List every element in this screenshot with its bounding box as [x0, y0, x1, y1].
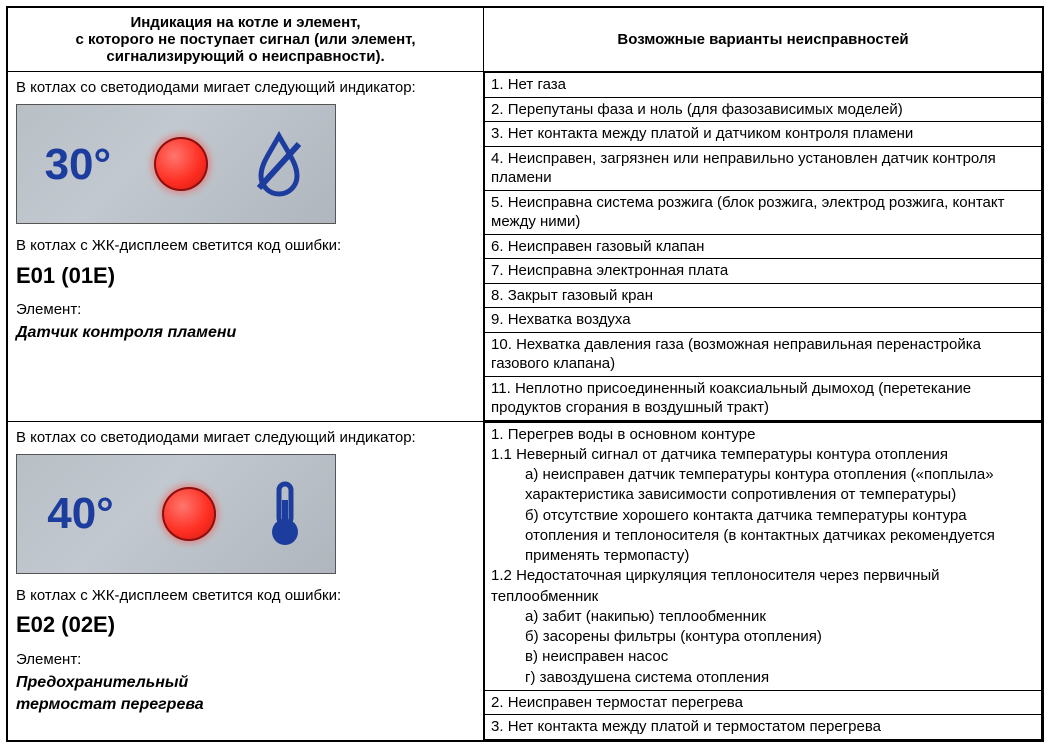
- fault-item: 3. Нет контакта между платой и термостат…: [485, 715, 1042, 740]
- indication-cell: В котлах со светодиодами мигает следующи…: [8, 422, 483, 726]
- water-drop-icon: [251, 130, 307, 198]
- faults-list: 1. Перегрев воды в основном контуре 1.1 …: [484, 422, 1042, 740]
- faults-list: 1. Нет газа 2. Перепутаны фаза и ноль (д…: [484, 72, 1042, 421]
- lcd-label: В котлах с ЖК-дисплеем светится код ошиб…: [16, 586, 475, 606]
- fault-item: 6. Неисправен газовый клапан: [485, 234, 1042, 259]
- fault-item: 1. Перегрев воды в основном контуре 1.1 …: [485, 422, 1042, 690]
- table-row: В котлах со светодиодами мигает следующи…: [7, 421, 1043, 741]
- fault-item: 4. Неисправен, загрязнен или неправильно…: [485, 146, 1042, 190]
- error-code: E02 (02E): [16, 610, 475, 640]
- error-code: E01 (01E): [16, 261, 475, 291]
- thermometer-icon: [265, 478, 305, 550]
- led-indicator-icon: [162, 487, 216, 541]
- lcd-label: В котлах с ЖК-дисплеем светится код ошиб…: [16, 236, 475, 256]
- fault-item: 9. Нехватка воздуха: [485, 308, 1042, 333]
- fault-item: 10. Нехватка давления газа (возможная не…: [485, 332, 1042, 376]
- led-label: В котлах со светодиодами мигает следующи…: [16, 78, 475, 98]
- element-label: Элемент:: [16, 300, 475, 320]
- header-faults: Возможные варианты неисправностей: [484, 7, 1043, 72]
- boiler-panel: 40°: [16, 454, 336, 574]
- element-name: Датчик контроля пламени: [16, 322, 475, 344]
- fault-item: 8. Закрыт газовый кран: [485, 283, 1042, 308]
- fault-item: 3. Нет контакта между платой и датчиком …: [485, 122, 1042, 147]
- boiler-panel: 30°: [16, 104, 336, 224]
- panel-temp: 30°: [45, 135, 112, 194]
- led-label: В котлах со светодиодами мигает следующи…: [16, 428, 475, 448]
- table-row: В котлах со светодиодами мигает следующи…: [7, 72, 1043, 422]
- panel-temp: 40°: [47, 484, 114, 543]
- fault-item: 7. Неисправна электронная плата: [485, 259, 1042, 284]
- header-indication: Индикация на котле и элемент, с которого…: [7, 7, 484, 72]
- fault-item: 11. Неплотно присоединенный коаксиальный…: [485, 376, 1042, 420]
- element-label: Элемент:: [16, 650, 475, 670]
- led-indicator-icon: [154, 137, 208, 191]
- fault-table: Индикация на котле и элемент, с которого…: [6, 6, 1044, 742]
- fault-item: 1. Нет газа: [485, 73, 1042, 98]
- fault-item: 2. Перепутаны фаза и ноль (для фазозавис…: [485, 97, 1042, 122]
- fault-item: 5. Неисправна система розжига (блок розж…: [485, 190, 1042, 234]
- indication-cell: В котлах со светодиодами мигает следующи…: [8, 72, 483, 354]
